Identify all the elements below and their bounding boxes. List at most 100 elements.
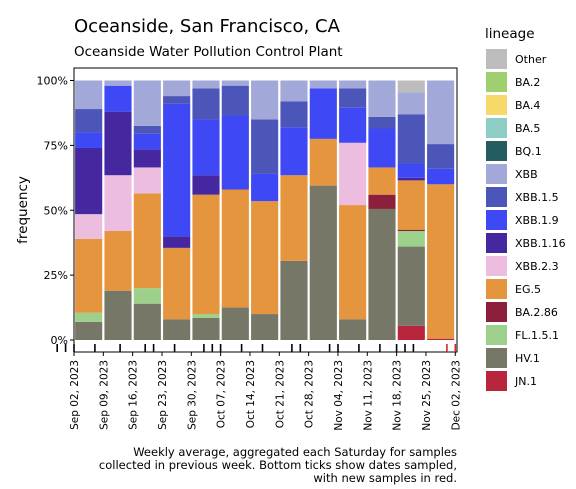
- bar-segment: [163, 96, 191, 104]
- legend-label: EG.5: [515, 283, 541, 296]
- bar-segment: [104, 290, 132, 340]
- bar-segment: [309, 88, 337, 139]
- bar-segment: [309, 185, 337, 340]
- bar-segment: [251, 314, 279, 340]
- bar-segment: [104, 85, 132, 112]
- bar-segment: [192, 88, 220, 120]
- legend-swatch: [486, 141, 507, 161]
- bar-segment: [163, 103, 191, 237]
- bar-segment: [104, 80, 132, 86]
- bar-week: [133, 80, 161, 340]
- bar-segment: [192, 119, 220, 176]
- bar-week: [280, 80, 308, 340]
- legend-label: BA.2.86: [515, 306, 558, 319]
- bar-segment: [75, 238, 103, 313]
- legend-item: BQ.1: [486, 141, 542, 161]
- bar-segment: [75, 147, 103, 215]
- bar-segment: [163, 236, 191, 248]
- bar-segment: [133, 133, 161, 150]
- caption-line-3: with new samples in red.: [313, 471, 457, 485]
- bar-segment: [368, 194, 396, 209]
- legend-title: lineage: [485, 26, 535, 42]
- bar-segment: [163, 319, 191, 340]
- legend-item: EG.5: [486, 279, 541, 299]
- y-tick-label: 100%: [37, 75, 68, 88]
- legend-swatch: [486, 49, 507, 69]
- legend-item: BA.5: [486, 118, 540, 138]
- legend-label: HV.1: [515, 352, 540, 365]
- bar-segment: [368, 128, 396, 168]
- bar-segment: [339, 80, 367, 89]
- legend-swatch: [486, 233, 507, 253]
- bar-week: [221, 80, 249, 340]
- bar-week: [309, 80, 337, 340]
- y-tick-label: 25%: [44, 269, 68, 282]
- bar-segment: [133, 80, 161, 126]
- bar-week: [163, 80, 191, 340]
- legend-item: Other: [486, 49, 547, 69]
- legend-swatch: [486, 302, 507, 322]
- x-tick-label: Oct 21, 2023: [274, 360, 286, 428]
- bar-segment: [368, 208, 396, 340]
- bar-segment: [133, 125, 161, 134]
- legend-swatch: [486, 279, 507, 299]
- bar-week: [339, 80, 367, 340]
- bar-segment: [280, 260, 308, 340]
- legend-item: BA.4: [486, 95, 540, 115]
- bar-segment: [133, 288, 161, 304]
- bar-segment: [397, 231, 425, 247]
- legend-item: HV.1: [486, 348, 540, 368]
- bar-segment: [133, 193, 161, 289]
- legend-label: Other: [515, 53, 547, 66]
- bar-segment: [104, 175, 132, 232]
- bar-segment: [75, 312, 103, 322]
- x-tick-label: Sep 02, 2023: [69, 360, 81, 430]
- y-tick-label: 0%: [51, 334, 68, 347]
- bar-segment: [339, 205, 367, 320]
- bar-segment: [221, 307, 249, 340]
- legend-swatch: [486, 95, 507, 115]
- bar-segment: [280, 175, 308, 261]
- legend-swatch: [486, 348, 507, 368]
- legend-item: FL.1.5.1: [486, 325, 559, 345]
- bar-week: [397, 80, 425, 340]
- y-tick-label: 50%: [44, 204, 68, 217]
- legend-label: BA.5: [515, 122, 540, 135]
- x-tick-label: Dec 02, 2023: [450, 360, 462, 430]
- bar-segment: [280, 80, 308, 102]
- bar-segment: [309, 138, 337, 186]
- legend-label: XBB.1.9: [515, 214, 559, 227]
- bar-segment: [397, 325, 425, 340]
- x-tick-label: Sep 09, 2023: [98, 360, 110, 430]
- bar-segment: [251, 119, 279, 174]
- legend-label: FL.1.5.1: [515, 329, 559, 342]
- bar-segment: [397, 80, 425, 93]
- caption-line-1: Weekly average, aggregated each Saturday…: [133, 445, 457, 459]
- bar-segment: [163, 80, 191, 97]
- bar-segment: [133, 167, 161, 194]
- bar-segment: [75, 214, 103, 239]
- x-tick-label: Sep 30, 2023: [186, 360, 198, 430]
- x-tick-label: Nov 04, 2023: [333, 360, 345, 431]
- x-tick-label: Nov 11, 2023: [362, 360, 374, 431]
- bar-segment: [192, 314, 220, 318]
- bar-segment: [397, 163, 425, 178]
- bar-segment: [397, 177, 425, 181]
- bar-segment: [75, 80, 103, 110]
- bar-week: [368, 80, 396, 340]
- bar-segment: [368, 167, 396, 195]
- bar-week: [75, 80, 103, 340]
- legend-item: BA.2: [486, 72, 540, 92]
- bar-segment: [192, 175, 220, 195]
- bar-segment: [339, 88, 367, 108]
- legend-swatch: [486, 210, 507, 230]
- bar-segment: [75, 109, 103, 133]
- bar-segment: [280, 127, 308, 176]
- caption-line-2: collected in previous week. Bottom ticks…: [99, 458, 457, 472]
- bar-segment: [397, 92, 425, 115]
- bar-segment: [75, 132, 103, 148]
- bar-segment: [427, 338, 455, 340]
- legend-item: XBB: [486, 164, 538, 184]
- bar-segment: [368, 116, 396, 129]
